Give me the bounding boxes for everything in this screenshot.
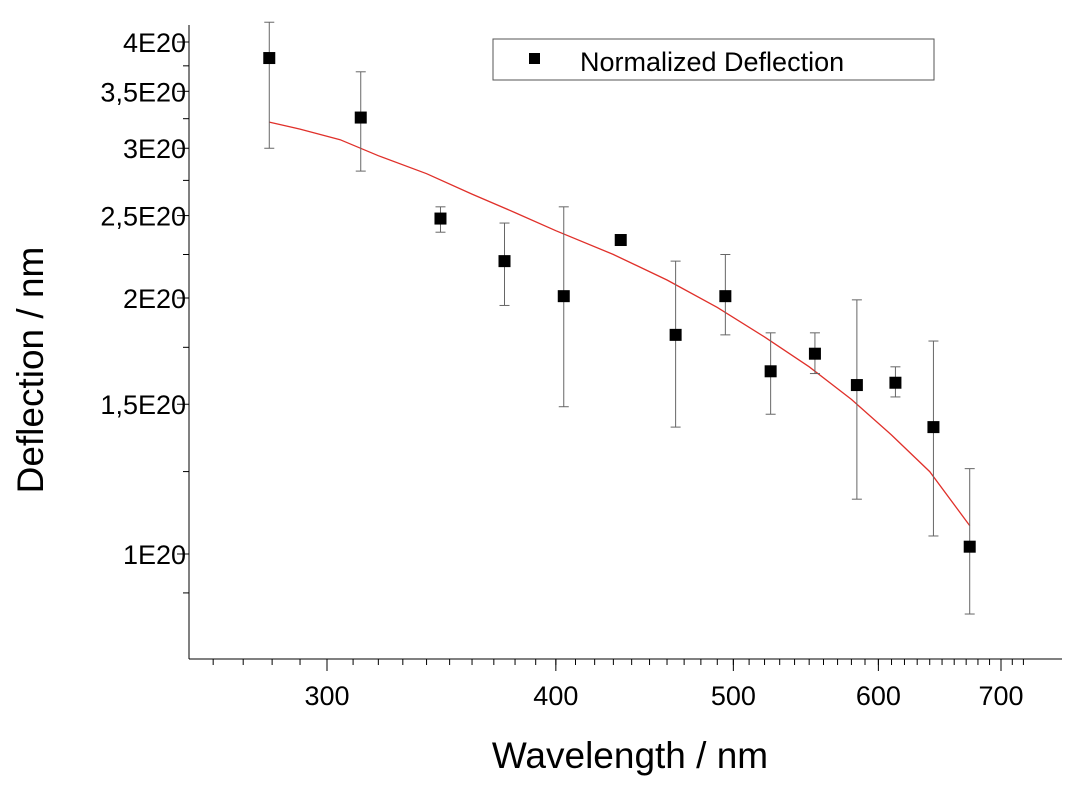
fit-line: [269, 121, 971, 526]
data-point: [434, 212, 447, 225]
y-tick-label: 3E20: [123, 134, 186, 164]
data-point: [927, 421, 940, 434]
data-point: [808, 347, 821, 360]
y-tick-label: 4E20: [123, 28, 186, 58]
data-points-layer: [263, 52, 976, 553]
x-tick-label: 600: [856, 681, 901, 711]
legend-label: Normalized Deflection: [580, 47, 844, 77]
y-tick-label: 3,5E20: [100, 77, 186, 107]
y-tick-label: 2,5E20: [100, 202, 186, 232]
x-tick-label: 300: [304, 681, 349, 711]
x-tick-label: 500: [711, 681, 756, 711]
data-point: [764, 365, 777, 378]
fit-line-layer: [269, 121, 971, 526]
data-point: [963, 540, 976, 553]
y-axis: 1E20 1,5E20 2E20 2,5E20 3E20 3,5E20 4E20: [100, 28, 189, 594]
x-axis-title: Wavelength / nm: [492, 735, 768, 776]
data-point: [889, 376, 902, 389]
y-tick-label: 1,5E20: [100, 390, 186, 420]
data-point: [557, 290, 570, 303]
axes-frame: [188, 25, 1062, 660]
x-tick-label: 400: [533, 681, 578, 711]
y-tick-label: 1E20: [123, 540, 186, 570]
data-point: [850, 379, 863, 392]
y-axis-title: Deflection / nm: [10, 247, 51, 494]
x-axis: 300 400 500 600 700: [212, 659, 1024, 711]
data-point: [498, 255, 511, 268]
data-point: [263, 52, 276, 65]
data-point: [354, 111, 367, 124]
legend-box: [492, 38, 935, 81]
legend-marker: [529, 53, 540, 64]
data-point: [669, 328, 682, 341]
legend: Normalized Deflection: [492, 38, 935, 81]
data-point: [719, 290, 732, 303]
y-tick-label: 2E20: [123, 284, 186, 314]
x-tick-label: 700: [978, 681, 1023, 711]
data-point: [614, 234, 627, 247]
error-bars-layer: [264, 21, 975, 615]
